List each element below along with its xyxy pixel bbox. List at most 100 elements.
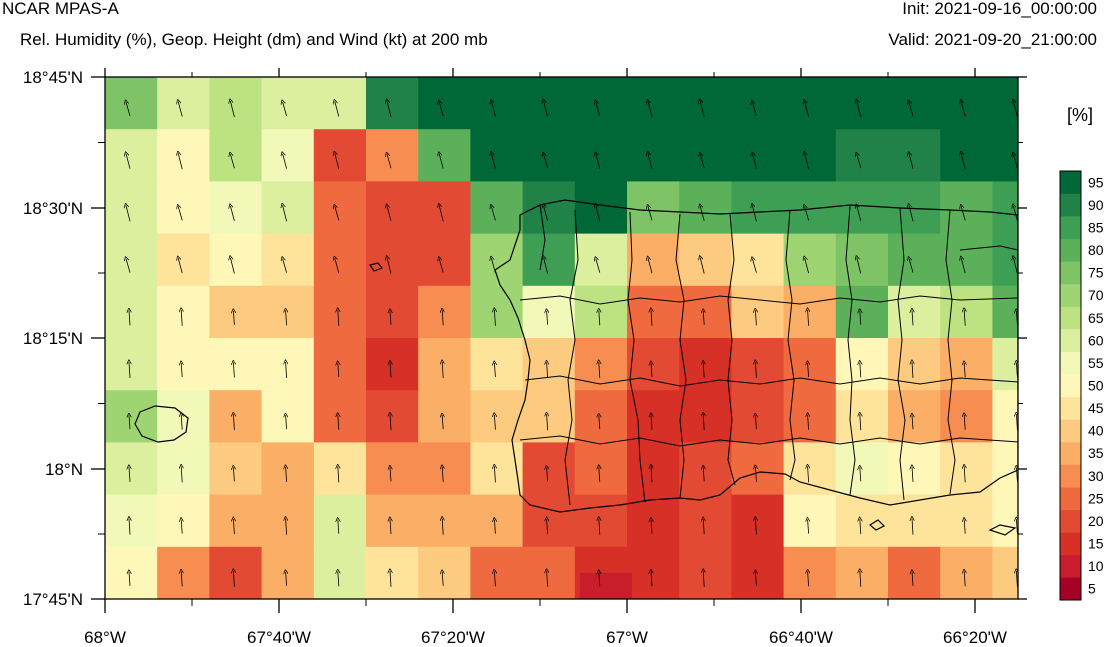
wind-arrow — [338, 571, 339, 587]
wind-arrow — [178, 206, 183, 221]
humidity-cell — [835, 546, 889, 599]
humidity-cell — [888, 494, 941, 548]
humidity-cell — [470, 77, 524, 130]
wind-arrow — [129, 467, 130, 482]
wind-arrow — [651, 363, 652, 378]
humidity-cell — [105, 181, 158, 235]
wind-arrow — [178, 102, 183, 117]
humidity-cell — [366, 285, 419, 339]
humidity-cell — [209, 390, 263, 443]
humidity-cell — [209, 546, 263, 599]
wind-arrow — [439, 154, 444, 169]
humidity-cell — [679, 338, 732, 391]
humidity-cell — [574, 390, 628, 443]
colorbar-swatch — [1060, 577, 1081, 601]
lat-label: 17°45'N — [23, 590, 83, 609]
humidity-cell — [835, 233, 889, 287]
wind-arrow — [338, 415, 339, 430]
wind-arrow — [755, 415, 756, 430]
wind-arrow — [387, 101, 392, 118]
wind-arrow — [390, 414, 391, 431]
wind-arrow — [912, 362, 913, 379]
wind-arrow — [1013, 101, 1018, 118]
wind-arrow — [1013, 206, 1018, 222]
humidity-cell — [157, 494, 210, 548]
wind-arrow — [755, 467, 756, 482]
humidity-cell — [470, 129, 524, 182]
wind-arrow — [703, 363, 704, 378]
wind-arrow — [651, 415, 652, 430]
humidity-cell — [366, 390, 419, 443]
humidity-cell — [992, 390, 1018, 443]
wind-arrow — [387, 258, 392, 274]
humidity-cell — [209, 129, 263, 182]
humidity-cell — [157, 181, 210, 235]
humidity-cell — [313, 181, 367, 235]
wind-arrow — [491, 206, 496, 221]
colorbar-label: 75 — [1088, 265, 1104, 281]
humidity-cell — [627, 77, 680, 130]
humidity-cell — [940, 181, 993, 235]
humidity-cell — [992, 77, 1018, 130]
humidity-cell — [679, 285, 732, 339]
wind-arrow — [494, 571, 495, 587]
humidity-cell — [313, 77, 367, 130]
wind-arrow — [283, 259, 287, 273]
wind-arrow — [544, 206, 548, 222]
colorbar-label: 40 — [1088, 423, 1104, 439]
humidity-cell — [731, 546, 785, 599]
humidity-cell — [313, 233, 367, 287]
wind-arrow — [338, 520, 339, 534]
wind-arrow — [596, 154, 601, 169]
humidity-cell — [679, 494, 732, 548]
wind-arrow — [494, 310, 495, 326]
wind-arrow — [390, 363, 391, 378]
wind-arrow — [755, 362, 756, 379]
humidity-cell — [679, 129, 732, 182]
wind-arrow — [596, 259, 601, 273]
lat-label: 18°N — [45, 460, 83, 479]
humidity-cell — [313, 390, 367, 443]
wind-arrow — [912, 572, 913, 586]
lon-label: 66°40'W — [769, 628, 833, 647]
colorbar-label: 55 — [1088, 355, 1104, 371]
wind-arrow — [230, 154, 235, 169]
colorbar-swatch — [1060, 532, 1081, 556]
humidity-cell — [418, 546, 471, 599]
wind-arrow — [491, 102, 496, 117]
wind-arrow — [1016, 414, 1017, 431]
wind-arrow — [126, 154, 131, 169]
humidity-cell — [940, 442, 993, 496]
colorbar-label: 20 — [1088, 513, 1104, 529]
humidity-cell — [992, 285, 1018, 339]
chart-title: NCAR MPAS-A — [2, 0, 119, 18]
humidity-cell — [105, 285, 158, 339]
humidity-cell — [209, 181, 263, 235]
wind-arrow — [390, 467, 391, 482]
humidity-cell — [209, 285, 263, 339]
humidity-cell — [731, 494, 785, 548]
wind-arrow — [442, 310, 443, 326]
wind-arrow — [599, 362, 600, 379]
colorbar-label: 10 — [1088, 558, 1104, 574]
wind-arrow — [335, 206, 340, 221]
wind-arrow — [755, 310, 756, 326]
humidity-cell — [105, 338, 158, 391]
humidity-cell — [940, 77, 993, 130]
colorbar-swatch — [1060, 283, 1081, 307]
humidity-cell — [470, 233, 524, 287]
humidity-cell — [261, 233, 315, 287]
humidity-cell — [418, 181, 471, 235]
humidity-cell — [888, 77, 941, 130]
humidity-cell — [783, 494, 837, 548]
colorbar-label: 95 — [1088, 174, 1104, 190]
wind-arrow — [233, 467, 234, 482]
humidity-cell — [627, 546, 680, 599]
wind-arrow — [961, 102, 966, 117]
humidity-cell — [522, 129, 576, 182]
colorbar-swatch — [1060, 306, 1081, 330]
lon-label: 67°20'W — [421, 628, 485, 647]
humidity-cell — [209, 442, 263, 496]
wind-arrow — [599, 415, 600, 430]
humidity-cell — [366, 546, 419, 599]
